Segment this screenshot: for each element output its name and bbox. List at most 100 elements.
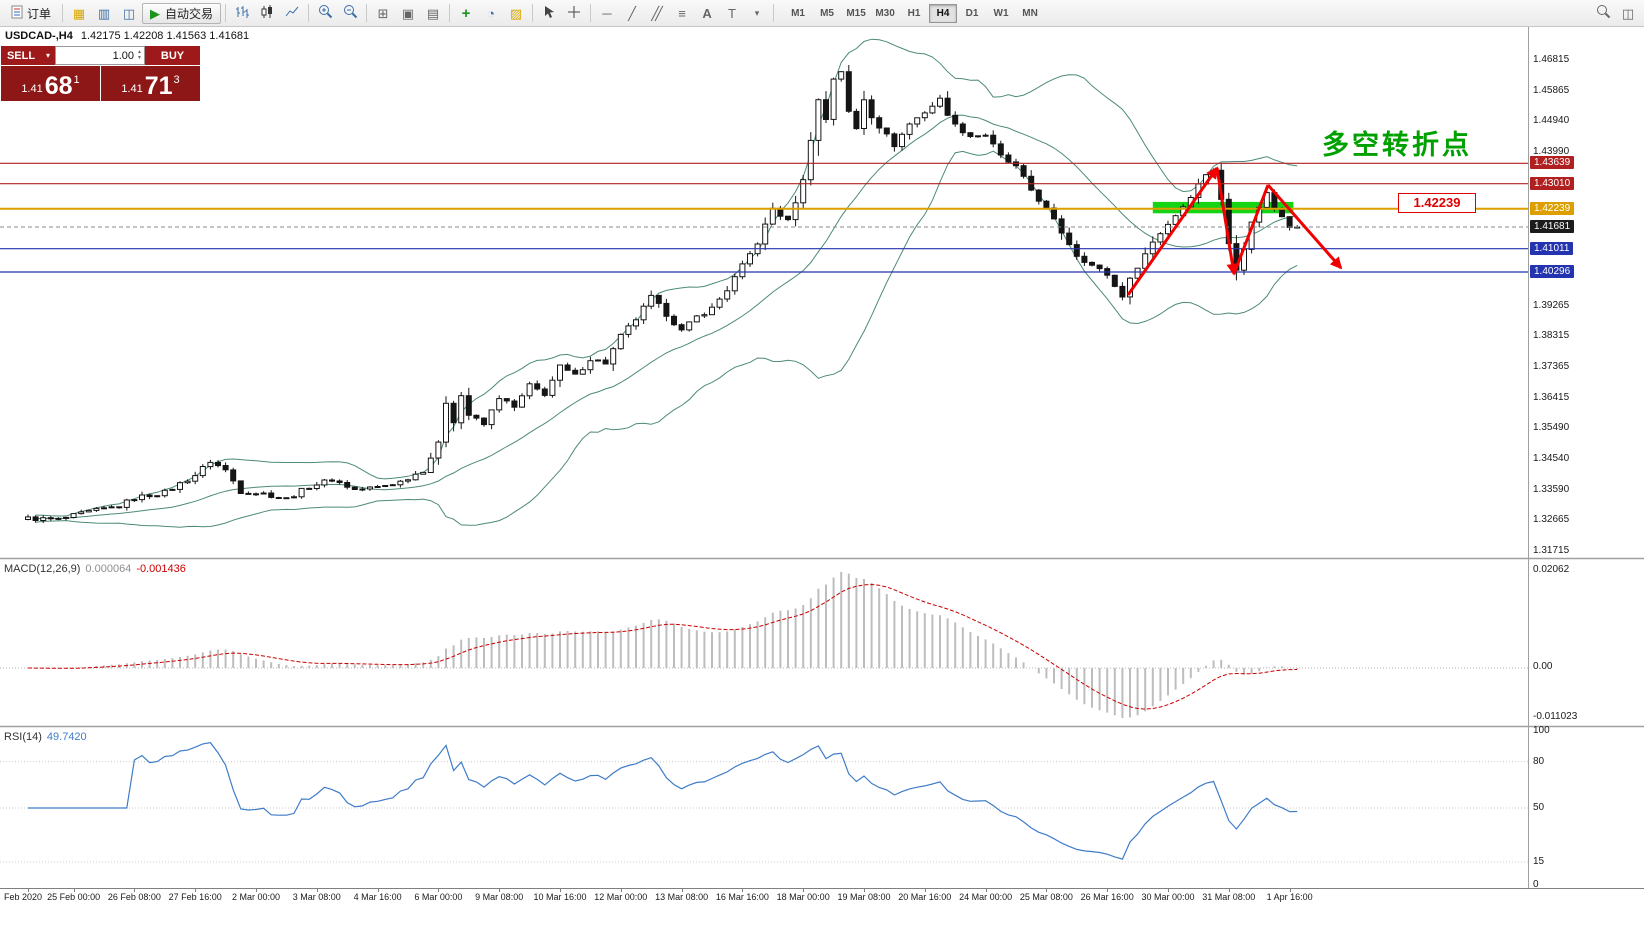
toolbar-separator xyxy=(62,4,64,22)
timeframe-h1[interactable]: H1 xyxy=(900,4,928,23)
autotrade-play-icon: ▶ xyxy=(150,5,161,21)
crosshair-button[interactable] xyxy=(562,3,586,24)
new-order-button[interactable]: 订单 xyxy=(4,3,58,24)
crosshair-icon xyxy=(567,5,581,22)
zoom-in-button[interactable] xyxy=(313,3,337,24)
rsi-panel-plot xyxy=(0,742,1528,863)
trendline-tool-button[interactable]: ╱ xyxy=(620,3,644,24)
cascade-windows-icon: ▣ xyxy=(401,5,415,21)
panel-toggle-button[interactable]: ◫ xyxy=(1616,3,1640,24)
text-tool-icon: A xyxy=(702,5,712,21)
periods-button[interactable]: ◔ xyxy=(479,3,503,24)
trend-arrow[interactable] xyxy=(1215,167,1239,276)
arrange-windows-button[interactable]: ▤ xyxy=(421,3,445,24)
trend-arrow[interactable] xyxy=(1126,166,1219,296)
new-order-icon xyxy=(11,5,23,22)
bollinger-lower-band xyxy=(35,150,1298,528)
channel-tool-button[interactable]: ╱╱ xyxy=(645,3,669,24)
templates-button[interactable]: ▨ xyxy=(504,3,528,24)
volume-input[interactable]: 1.00 ▲ ▼ xyxy=(55,46,145,65)
data-window-icon: ◫ xyxy=(122,5,136,21)
volume-stepper[interactable]: ▲ ▼ xyxy=(137,49,142,61)
label-tool-icon: T xyxy=(728,5,736,21)
macd-panel-plot xyxy=(0,572,1528,718)
timeframe-w1[interactable]: W1 xyxy=(987,4,1015,23)
buy-price-sup: 3 xyxy=(173,74,180,86)
timeframe-toolbar: M1 M5 M15 M30 H1 H4 D1 W1 MN xyxy=(784,3,1044,23)
bollinger-upper-band xyxy=(35,38,1298,517)
indicators-button[interactable]: + xyxy=(454,3,478,24)
profiles-button[interactable]: ▦ xyxy=(67,3,91,24)
market-watch-button[interactable]: ▥ xyxy=(92,3,116,24)
search-icon xyxy=(1596,4,1611,22)
hline-tool-icon: ─ xyxy=(602,5,612,21)
main-chart-plot xyxy=(0,38,1528,528)
bar-chart-icon xyxy=(235,5,250,22)
chart-canvas[interactable] xyxy=(0,27,1644,952)
cascade-windows-button[interactable]: ▣ xyxy=(396,3,420,24)
rsi-line xyxy=(28,742,1298,860)
hline-tool-button[interactable]: ─ xyxy=(595,3,619,24)
tile-windows-button[interactable]: ⊞ xyxy=(371,3,395,24)
cursor-icon xyxy=(543,5,555,22)
bollinger-middle-band xyxy=(35,114,1298,520)
macd-main-value: 0.000064 xyxy=(85,563,132,575)
volume-value: 1.00 xyxy=(112,49,135,62)
candles-layer xyxy=(25,65,1301,524)
timeframe-m15[interactable]: M15 xyxy=(842,4,870,23)
buy-price-main: 71 xyxy=(144,71,173,100)
ohlc-values-label: 1.42175 1.42208 1.41563 1.41681 xyxy=(80,30,250,42)
autotrade-label: 自动交易 xyxy=(165,6,214,21)
label-tool-button[interactable]: T xyxy=(720,3,744,24)
line-chart-button[interactable] xyxy=(280,3,304,24)
shapes-tool-button[interactable]: ▾ xyxy=(745,3,769,24)
templates-icon: ▨ xyxy=(509,5,523,21)
panel-toggle-icon: ◫ xyxy=(1621,5,1635,21)
chart-title: USDCAD-,H4 1.42175 1.42208 1.41563 1.4168… xyxy=(5,30,249,42)
symbol-period-label: USDCAD-,H4 xyxy=(5,30,73,42)
trend-arrow[interactable] xyxy=(1266,184,1343,270)
price-tag-label[interactable]: 1.42239 xyxy=(1398,193,1476,213)
cursor-button[interactable] xyxy=(537,3,561,24)
rsi-value: 49.7420 xyxy=(46,731,87,743)
trendline-tool-icon: ╱ xyxy=(628,5,636,21)
candlestick-chart-button[interactable] xyxy=(255,3,279,24)
search-button[interactable] xyxy=(1591,3,1615,24)
timeframe-m5[interactable]: M5 xyxy=(813,4,841,23)
indicators-add-icon: + xyxy=(461,4,471,22)
one-click-trading-panel: SELL ▾ 1.00 ▲ ▼ BUY 1.41 68 1 1.41 71 3 xyxy=(1,46,200,101)
timeframe-mn[interactable]: MN xyxy=(1016,4,1044,23)
fibonacci-tool-button[interactable]: ≡ xyxy=(670,3,694,24)
toolbar-separator xyxy=(366,4,368,22)
candlestick-chart-icon xyxy=(260,4,274,22)
bar-chart-button[interactable] xyxy=(230,3,254,24)
spinner-up-icon: ▲ xyxy=(137,49,142,55)
zoom-out-icon xyxy=(343,4,358,22)
zoom-in-icon xyxy=(318,4,333,22)
autotrade-button[interactable]: ▶ 自动交易 xyxy=(142,2,222,24)
toolbar-separator xyxy=(449,4,451,22)
channel-tool-icon: ╱╱ xyxy=(651,5,662,21)
chart-area[interactable]: USDCAD-,H4 1.42175 1.42208 1.41563 1.4168… xyxy=(0,27,1644,952)
toolbar-separator xyxy=(773,4,775,22)
timeframe-h4[interactable]: H4 xyxy=(929,3,958,23)
trend-arrow[interactable] xyxy=(1232,184,1270,275)
sell-price-button[interactable]: 1.41 68 1 xyxy=(1,66,100,101)
toolbar-separator xyxy=(590,4,592,22)
buy-header-button[interactable]: BUY xyxy=(145,46,200,65)
macd-signal-line xyxy=(27,583,1298,710)
timeframe-m1[interactable]: M1 xyxy=(784,4,812,23)
data-window-button[interactable]: ◫ xyxy=(117,3,141,24)
toolbar-separator xyxy=(532,4,534,22)
buy-price-button[interactable]: 1.41 71 3 xyxy=(101,66,200,101)
order-type-dropdown[interactable]: ▾ xyxy=(41,46,55,65)
timeframe-d1[interactable]: D1 xyxy=(958,4,986,23)
zoom-out-button[interactable] xyxy=(338,3,362,24)
text-tool-button[interactable]: A xyxy=(695,3,719,24)
sell-header-button[interactable]: SELL xyxy=(1,46,41,65)
arrange-windows-icon: ▤ xyxy=(426,5,440,21)
timeframe-m30[interactable]: M30 xyxy=(871,4,899,23)
sell-price-main: 68 xyxy=(44,71,73,100)
market-watch-icon: ▥ xyxy=(97,5,111,21)
